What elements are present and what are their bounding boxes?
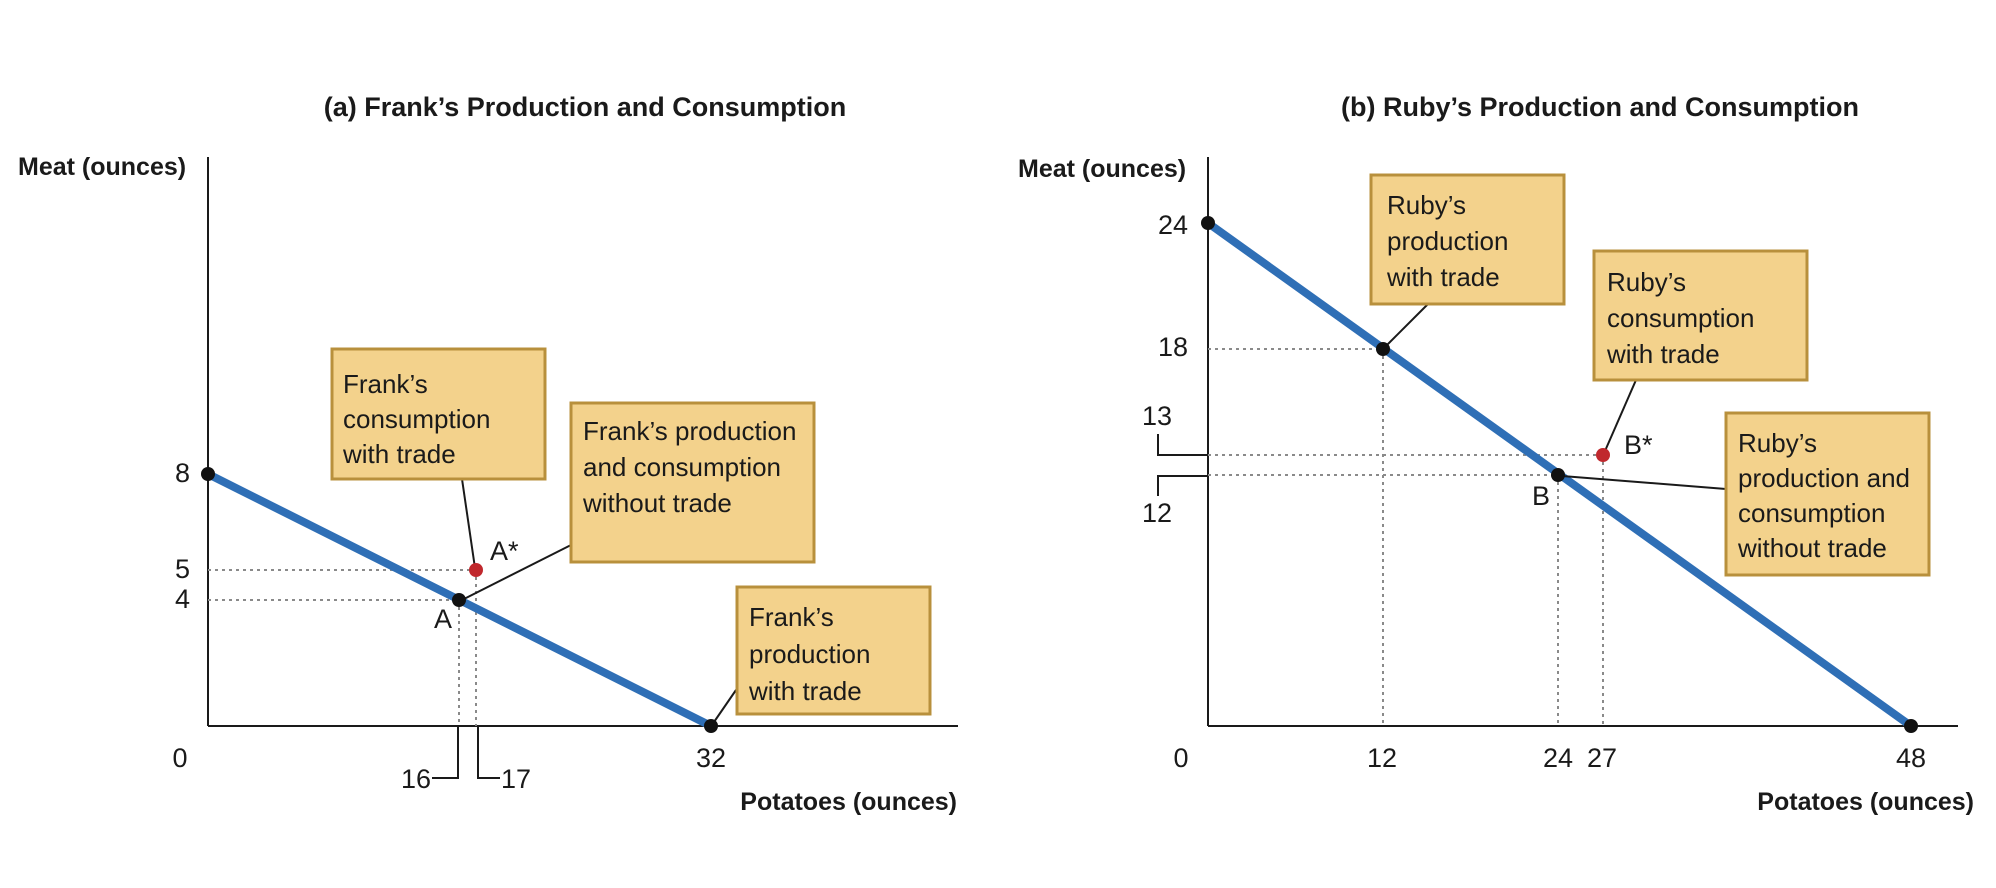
frank-axes xyxy=(207,157,958,727)
frank-callout-box-1 xyxy=(330,347,547,481)
frank-callout-1-line-1: Frank’s xyxy=(343,369,428,399)
ruby-x-tick-48: 48 xyxy=(1896,743,1926,773)
ruby-callout-1-line-1: Ruby’s xyxy=(1387,190,1466,220)
ruby-bracket-13 xyxy=(1157,434,1208,456)
ruby-point-b xyxy=(1551,468,1565,482)
ruby-bracket-12 xyxy=(1157,475,1208,496)
frank-point-a-star xyxy=(469,563,483,577)
ruby-leader-12-18 xyxy=(1385,303,1429,347)
ruby-chart-title: (b) Ruby’s Production and Consumption xyxy=(1341,92,1859,122)
frank-bracket-17 xyxy=(477,726,500,779)
ruby-x-tick-12: 12 xyxy=(1367,743,1397,773)
frank-leader-a xyxy=(461,544,572,601)
ruby-callout-3-line-3: consumption xyxy=(1738,498,1885,528)
frank-x-tick-17: 17 xyxy=(501,764,531,794)
ruby-callout-production-with-trade: Ruby’s production with trade xyxy=(1369,173,1566,347)
ruby-callout-1-line-3: with trade xyxy=(1386,262,1500,292)
ruby-leader-b xyxy=(1561,475,1727,490)
ruby-callout-3-line-4: without trade xyxy=(1737,533,1887,563)
frank-callout-3-line-1: Frank’s xyxy=(749,602,834,632)
frank-origin-label: 0 xyxy=(172,743,187,773)
ruby-point-y-intercept xyxy=(1201,216,1215,230)
frank-callout-2-line-2: and consumption xyxy=(583,452,781,482)
frank-y-tick-5: 5 xyxy=(175,554,190,584)
ruby-x-tick-27: 27 xyxy=(1587,743,1617,773)
frank-leader-astar xyxy=(461,478,476,569)
ruby-callout-box-3 xyxy=(1724,411,1931,577)
ruby-y-axis-label: Meat (ounces) xyxy=(1018,155,1186,183)
ruby-y-tick-13: 13 xyxy=(1142,401,1172,431)
ruby-x-axis-label: Potatoes (ounces) xyxy=(1757,788,1974,816)
frank-x-tick-32: 32 xyxy=(696,743,726,773)
ruby-y-tick-brackets xyxy=(1157,434,1208,496)
frank-point-a xyxy=(452,593,466,607)
ruby-axes xyxy=(1207,157,1958,727)
frank-panel: (a) Frank’s Production and Consumption M… xyxy=(18,92,958,816)
frank-chart-title: (a) Frank’s Production and Consumption xyxy=(324,92,847,122)
ruby-y-tick-18: 18 xyxy=(1158,332,1188,362)
ruby-callout-1-line-2: production xyxy=(1387,226,1508,256)
ruby-callout-without-trade: Ruby’s production and consumption withou… xyxy=(1561,411,1931,577)
frank-callout-2-line-1: Frank’s production xyxy=(583,416,796,446)
frank-point-y-intercept xyxy=(201,467,215,481)
ruby-point-production-with-trade xyxy=(1376,342,1390,356)
frank-callout-box-3 xyxy=(735,585,932,716)
frank-bracket-16 xyxy=(432,726,459,779)
ruby-guides xyxy=(1208,348,1604,726)
frank-callout-without-trade: Frank’s production and consumption witho… xyxy=(461,401,816,601)
frank-callout-consumption-with-trade: Frank’s consumption with trade xyxy=(330,347,547,569)
ruby-leader-bstar xyxy=(1604,379,1637,452)
ruby-callout-3-line-2: production and xyxy=(1738,463,1910,493)
ruby-callout-box-2 xyxy=(1592,249,1809,382)
frank-y-tick-4: 4 xyxy=(175,584,190,614)
frank-callout-production-with-trade: Frank’s production with trade xyxy=(713,585,932,723)
frank-point-a-star-label: A* xyxy=(490,536,519,566)
ruby-callout-2-line-1: Ruby’s xyxy=(1607,267,1686,297)
ruby-y-tick-12: 12 xyxy=(1142,498,1172,528)
ruby-callout-2-line-3: with trade xyxy=(1606,339,1720,369)
ruby-y-tick-24: 24 xyxy=(1158,210,1188,240)
frank-x-axis-label: Potatoes (ounces) xyxy=(740,788,957,816)
frank-y-tick-8: 8 xyxy=(175,458,190,488)
ruby-origin-label: 0 xyxy=(1173,743,1188,773)
frank-callout-3-line-3: with trade xyxy=(748,676,862,706)
frank-callout-2-line-3: without trade xyxy=(582,488,732,518)
ruby-callout-box-1 xyxy=(1369,173,1566,306)
frank-callout-box-2 xyxy=(569,401,816,564)
frank-y-axis-label: Meat (ounces) xyxy=(18,153,186,181)
ruby-point-x-intercept xyxy=(1904,719,1918,733)
frank-x-tick-16: 16 xyxy=(401,764,431,794)
ruby-point-b-star-label: B* xyxy=(1624,430,1653,460)
ruby-callout-3-line-1: Ruby’s xyxy=(1738,428,1817,458)
frank-point-x-intercept xyxy=(704,719,718,733)
ruby-x-tick-24: 24 xyxy=(1543,743,1573,773)
frank-callout-3-line-2: production xyxy=(749,639,870,669)
frank-x-tick-brackets xyxy=(432,726,500,779)
frank-point-a-label: A xyxy=(434,604,452,634)
ruby-point-b-label: B xyxy=(1532,481,1550,511)
ruby-panel: (b) Ruby’s Production and Consumption Me… xyxy=(1018,92,1974,816)
ruby-point-b-star xyxy=(1596,448,1610,462)
ruby-callout-2-line-2: consumption xyxy=(1607,303,1754,333)
frank-callout-1-line-2: consumption xyxy=(343,404,490,434)
frank-callout-1-line-3: with trade xyxy=(342,439,456,469)
frank-leader-32 xyxy=(713,689,737,723)
ruby-callout-consumption-with-trade: Ruby’s consumption with trade xyxy=(1592,249,1809,452)
frank-guides xyxy=(208,569,477,726)
